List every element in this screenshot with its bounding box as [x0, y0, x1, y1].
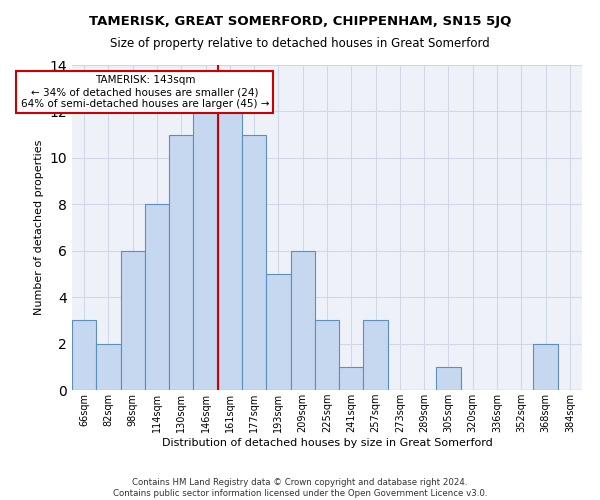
Bar	[364, 320, 388, 390]
Bar	[96, 344, 121, 390]
X-axis label: Distribution of detached houses by size in Great Somerford: Distribution of detached houses by size …	[161, 438, 493, 448]
Bar	[193, 112, 218, 390]
Bar	[145, 204, 169, 390]
Bar	[169, 134, 193, 390]
Text: Contains HM Land Registry data © Crown copyright and database right 2024.
Contai: Contains HM Land Registry data © Crown c…	[113, 478, 487, 498]
Bar	[121, 250, 145, 390]
Text: TAMERISK: 143sqm
← 34% of detached houses are smaller (24)
64% of semi-detached : TAMERISK: 143sqm ← 34% of detached house…	[20, 76, 269, 108]
Bar	[290, 250, 315, 390]
Y-axis label: Number of detached properties: Number of detached properties	[34, 140, 44, 315]
Bar	[533, 344, 558, 390]
Bar	[339, 367, 364, 390]
Text: Size of property relative to detached houses in Great Somerford: Size of property relative to detached ho…	[110, 38, 490, 51]
Bar	[266, 274, 290, 390]
Bar	[242, 134, 266, 390]
Bar	[72, 320, 96, 390]
Bar	[218, 112, 242, 390]
Text: TAMERISK, GREAT SOMERFORD, CHIPPENHAM, SN15 5JQ: TAMERISK, GREAT SOMERFORD, CHIPPENHAM, S…	[89, 15, 511, 28]
Bar	[436, 367, 461, 390]
Bar	[315, 320, 339, 390]
